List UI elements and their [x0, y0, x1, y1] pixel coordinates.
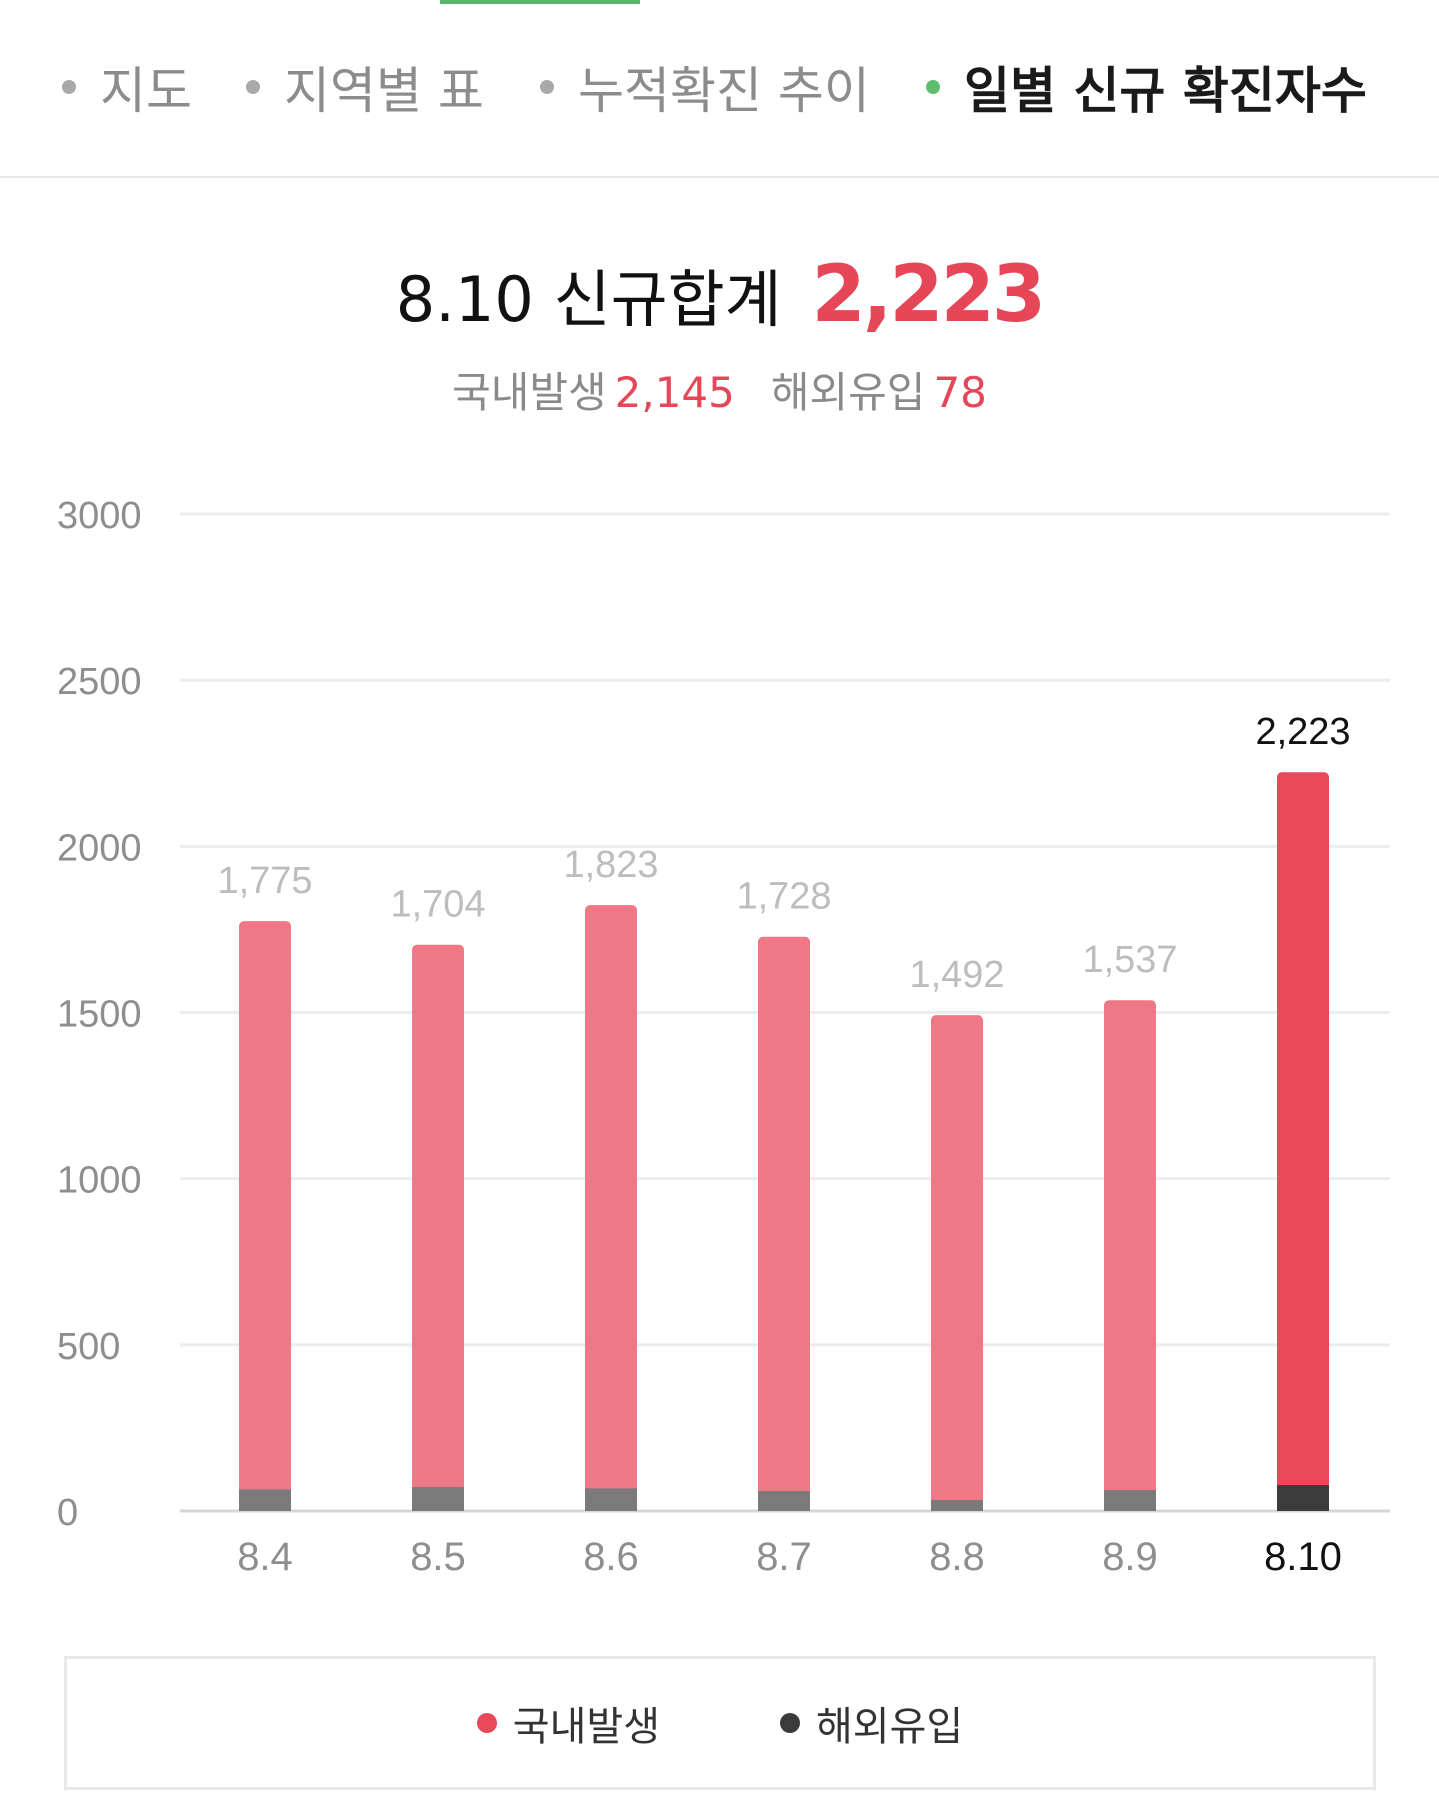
x-tick-label: 8.9 — [1102, 1535, 1158, 1579]
bar-domestic — [931, 1015, 983, 1505]
x-tick-label: 8.10 — [1264, 1535, 1342, 1579]
bar-total-label: 1,537 — [1082, 939, 1177, 981]
bar-overseas — [1277, 1485, 1329, 1511]
legend-label: 해외유입 — [816, 1704, 964, 1750]
bar-overseas — [412, 1487, 464, 1511]
tab-bar: 지도 지역별 표 누적확진 추이 일별 신규 확진자수 — [0, 0, 1439, 178]
x-tick-label: 8.8 — [929, 1535, 985, 1579]
tab-dot-icon — [246, 80, 260, 94]
tab-label: 지역별 표 — [284, 62, 484, 120]
y-tick-label: 2500 — [57, 661, 142, 703]
domestic-value: 2,145 — [614, 368, 735, 417]
bar-overseas — [239, 1489, 291, 1511]
bar-domestic — [1277, 772, 1329, 1490]
summary-date: 8.10 — [395, 263, 534, 336]
legend-item-overseas[interactable]: 해외유입 — [780, 1694, 963, 1752]
y-tick-label: 0 — [57, 1492, 78, 1534]
summary-breakdown: 국내발생 2,145 해외유입 78 — [0, 359, 1439, 420]
daily-cases-chart: 0 500 1000 1500 2000 2500 3000 1,775 8.4 1,704 8.5… — [57, 495, 1390, 1579]
x-tick-label: 8.6 — [583, 1535, 639, 1579]
bar-domestic — [412, 944, 464, 1492]
tab-label: 누적확진 추이 — [578, 62, 870, 120]
summary-headline: 8.10 신규합계 2,223 — [0, 250, 1439, 345]
y-tick-label: 2000 — [57, 827, 142, 869]
bar-domestic — [1104, 1000, 1156, 1495]
tab-map[interactable]: 지도 — [62, 52, 192, 122]
bar-domestic — [758, 936, 810, 1496]
bar-total-label: 1,775 — [217, 860, 312, 902]
bar-domestic — [239, 921, 291, 1494]
active-tab-indicator — [440, 0, 640, 4]
x-tick-label: 8.7 — [756, 1535, 812, 1579]
summary-title: 신규합계 — [553, 263, 782, 336]
bar-total-label: 1,823 — [563, 844, 658, 886]
summary: 8.10 신규합계 2,223 국내발생 2,145 해외유입 78 — [0, 250, 1439, 420]
legend-label: 국내발생 — [512, 1704, 660, 1750]
chart-legend: 국내발생 해외유입 — [64, 1656, 1376, 1790]
bar-overseas — [758, 1491, 810, 1511]
tab-label: 일별 신규 확진자수 — [964, 62, 1367, 120]
tab-cumulative-trend[interactable]: 누적확진 추이 — [540, 52, 870, 122]
x-tick-label: 8.4 — [237, 1535, 293, 1579]
bar-total-label: 1,704 — [390, 884, 485, 926]
bar-total-label: 1,492 — [909, 954, 1004, 996]
tab-daily-new-cases[interactable]: 일별 신규 확진자수 — [926, 52, 1367, 122]
overseas-label: 해외유입 — [770, 368, 926, 417]
bar-overseas — [585, 1488, 637, 1511]
y-tick-label: 3000 — [57, 495, 142, 537]
bar-overseas — [931, 1500, 983, 1511]
bar-total-label: 1,728 — [736, 876, 831, 918]
tab-dot-icon — [926, 80, 940, 94]
bar-overseas — [1104, 1490, 1156, 1511]
y-tick-label: 1500 — [57, 994, 142, 1036]
legend-item-domestic[interactable]: 국내발생 — [476, 1694, 660, 1752]
tab-region-table[interactable]: 지역별 표 — [246, 52, 484, 122]
y-tick-label: 1000 — [57, 1160, 142, 1202]
summary-total: 2,223 — [811, 250, 1046, 340]
overseas-value: 78 — [933, 368, 987, 417]
bar-total-label: 2,223 — [1255, 711, 1350, 753]
tab-label: 지도 — [100, 62, 192, 120]
y-tick-label: 500 — [57, 1326, 120, 1368]
tab-dot-icon — [62, 80, 76, 94]
tab-dot-icon — [540, 80, 554, 94]
domestic-label: 국내발생 — [452, 368, 607, 417]
legend-dot-icon — [476, 1713, 497, 1733]
bar-domestic — [585, 905, 637, 1493]
x-tick-label: 8.5 — [410, 1535, 466, 1579]
legend-dot-icon — [780, 1713, 800, 1733]
